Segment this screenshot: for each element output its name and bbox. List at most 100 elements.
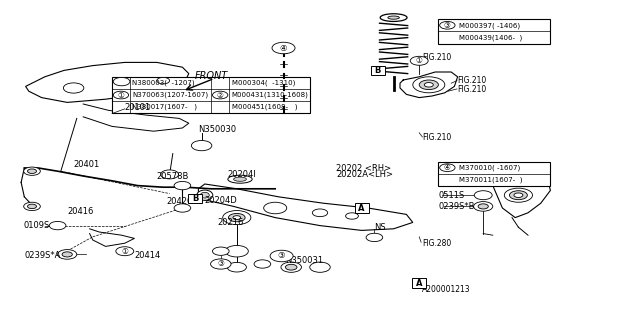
- Polygon shape: [493, 173, 550, 218]
- Circle shape: [272, 42, 295, 54]
- Text: FRONT: FRONT: [195, 71, 228, 81]
- Ellipse shape: [200, 192, 209, 198]
- Circle shape: [514, 193, 523, 197]
- Text: 0109S: 0109S: [23, 221, 49, 230]
- Text: M000451(1608-   ): M000451(1608- ): [232, 104, 297, 110]
- Polygon shape: [198, 184, 413, 230]
- Ellipse shape: [228, 175, 252, 183]
- Circle shape: [419, 80, 438, 90]
- Text: 20204I: 20204I: [227, 170, 256, 179]
- Circle shape: [264, 202, 287, 214]
- Circle shape: [161, 170, 179, 179]
- Ellipse shape: [234, 177, 246, 181]
- Circle shape: [478, 204, 488, 209]
- Text: N350030: N350030: [198, 125, 237, 134]
- Text: 20416: 20416: [67, 207, 93, 216]
- Text: N350031: N350031: [285, 256, 323, 265]
- Bar: [112, 77, 310, 113]
- Text: NS: NS: [374, 223, 386, 232]
- Text: FIG.210: FIG.210: [458, 76, 487, 84]
- Circle shape: [440, 21, 455, 29]
- Circle shape: [366, 233, 383, 242]
- Text: ①: ①: [122, 247, 128, 256]
- Text: A200001213: A200001213: [422, 285, 471, 294]
- Text: 20202 <RH>: 20202 <RH>: [336, 164, 391, 172]
- Bar: [355, 203, 369, 213]
- Text: 0239S*B: 0239S*B: [438, 202, 475, 211]
- Circle shape: [504, 188, 532, 202]
- Text: 20202A<LH>: 20202A<LH>: [336, 170, 393, 179]
- Circle shape: [113, 91, 129, 99]
- Circle shape: [413, 77, 445, 93]
- Text: ③: ③: [218, 260, 224, 268]
- Text: 20101: 20101: [125, 103, 151, 112]
- Text: M000431(1310-1608): M000431(1310-1608): [232, 92, 308, 98]
- Circle shape: [254, 260, 271, 268]
- Circle shape: [474, 191, 492, 200]
- Polygon shape: [26, 62, 189, 102]
- Circle shape: [49, 221, 66, 230]
- Text: 20204D: 20204D: [205, 196, 237, 204]
- Circle shape: [24, 167, 40, 175]
- Text: FIG.210: FIG.210: [458, 85, 487, 94]
- Text: ①: ①: [118, 91, 124, 100]
- Circle shape: [310, 262, 330, 272]
- Text: ①: ①: [416, 56, 422, 65]
- Text: A: A: [416, 279, 422, 288]
- Circle shape: [474, 202, 493, 211]
- Circle shape: [211, 259, 231, 269]
- Circle shape: [174, 181, 191, 190]
- Circle shape: [509, 191, 527, 200]
- Ellipse shape: [380, 14, 407, 21]
- Circle shape: [233, 216, 241, 220]
- Circle shape: [157, 77, 170, 84]
- Text: M370011(1607-  ): M370011(1607- ): [459, 177, 522, 183]
- Circle shape: [424, 83, 433, 87]
- Text: N380017(1607-   ): N380017(1607- ): [132, 104, 198, 110]
- Circle shape: [227, 262, 246, 272]
- Text: M370010( -1607): M370010( -1607): [459, 164, 520, 171]
- Bar: [412, 278, 426, 288]
- Circle shape: [223, 211, 251, 225]
- Circle shape: [212, 91, 228, 99]
- Circle shape: [116, 247, 134, 256]
- Text: 20216: 20216: [218, 218, 244, 227]
- Circle shape: [440, 164, 455, 172]
- Ellipse shape: [388, 16, 399, 19]
- Text: 0239S*A: 0239S*A: [24, 252, 61, 260]
- Circle shape: [228, 213, 245, 222]
- Text: B: B: [374, 66, 381, 75]
- Circle shape: [212, 247, 229, 255]
- Circle shape: [270, 250, 293, 262]
- Text: ③: ③: [444, 21, 451, 30]
- Circle shape: [62, 252, 72, 257]
- Circle shape: [410, 56, 428, 65]
- Text: FIG.210: FIG.210: [422, 53, 452, 62]
- Text: M000397( -1406): M000397( -1406): [459, 22, 520, 28]
- Circle shape: [281, 262, 301, 272]
- Text: 20401: 20401: [74, 160, 100, 169]
- Circle shape: [191, 140, 212, 151]
- Text: 20414: 20414: [134, 252, 161, 260]
- Circle shape: [225, 245, 248, 257]
- Bar: [438, 19, 550, 44]
- Text: M000304(  -1310): M000304( -1310): [232, 80, 295, 86]
- Circle shape: [285, 264, 297, 270]
- Ellipse shape: [197, 190, 212, 200]
- Circle shape: [24, 202, 40, 211]
- Circle shape: [63, 83, 84, 93]
- Bar: [371, 66, 385, 75]
- Text: ④: ④: [280, 44, 287, 52]
- Text: 20578B: 20578B: [157, 172, 189, 180]
- Text: N380003(  -1207): N380003( -1207): [132, 80, 195, 86]
- Text: A: A: [358, 204, 365, 212]
- Bar: [188, 194, 202, 203]
- Circle shape: [174, 204, 191, 212]
- Text: N370063(1207-1607): N370063(1207-1607): [132, 92, 209, 98]
- Text: 20420: 20420: [166, 197, 193, 206]
- Circle shape: [28, 169, 36, 173]
- Text: M000439(1406-  ): M000439(1406- ): [459, 34, 522, 41]
- Text: ②: ②: [217, 91, 223, 100]
- Text: FIG.210: FIG.210: [422, 133, 452, 142]
- Text: FIG.280: FIG.280: [422, 239, 452, 248]
